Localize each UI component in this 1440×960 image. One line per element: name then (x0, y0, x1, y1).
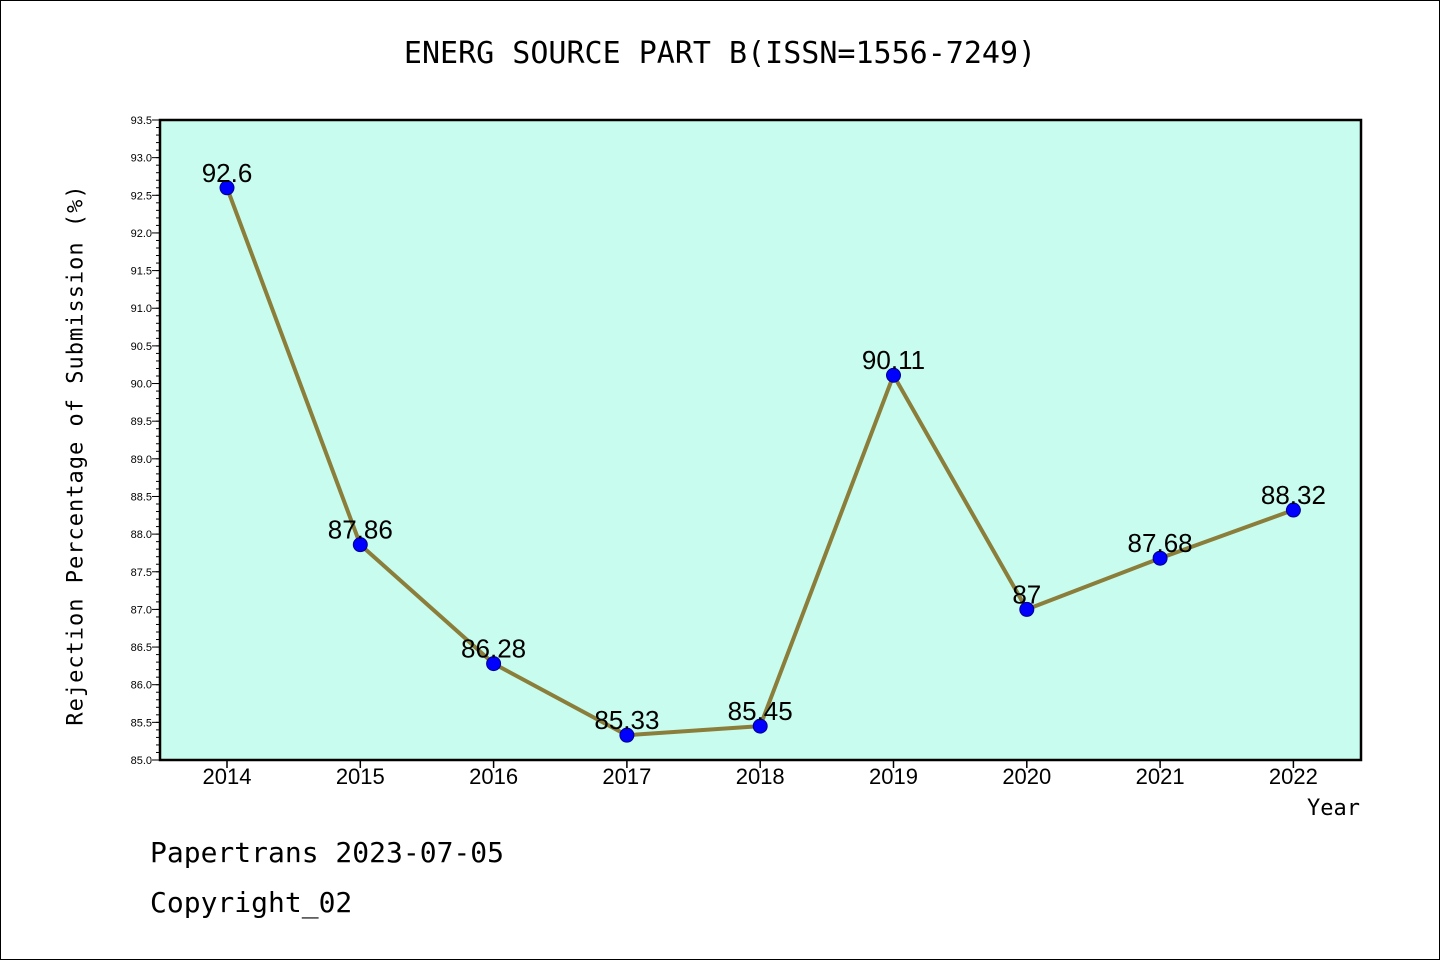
data-label: 90.11 (862, 345, 925, 375)
x-tick-label: 2018 (736, 764, 785, 789)
y-tick-label: 92.5 (131, 190, 152, 202)
data-label: 86.28 (461, 634, 526, 664)
y-tick-label: 91.5 (131, 266, 152, 278)
y-tick-label: 85.5 (131, 717, 152, 729)
x-tick-label: 2016 (469, 764, 518, 789)
y-tick-label: 86.0 (131, 680, 152, 692)
y-tick-label: 86.5 (131, 642, 152, 654)
y-tick-label: 93.5 (131, 115, 152, 127)
plot-area (160, 120, 1361, 760)
y-tick-label: 89.5 (131, 416, 152, 428)
data-label: 87.86 (328, 515, 393, 545)
y-tick-label: 91.0 (131, 303, 152, 315)
x-tick-label: 2021 (1136, 764, 1185, 789)
y-tick-label: 88.0 (131, 529, 152, 541)
x-tick-label: 2020 (1002, 764, 1051, 789)
x-tick-label: 2015 (336, 764, 385, 789)
y-tick-label: 92.0 (131, 228, 152, 240)
y-tick-label: 88.5 (131, 491, 152, 503)
data-label: 92.6 (202, 158, 253, 188)
y-tick-label: 90.5 (131, 341, 152, 353)
data-label: 88.32 (1261, 480, 1326, 510)
y-tick-label: 85.0 (131, 755, 152, 767)
y-tick-label: 93.0 (131, 153, 152, 165)
y-tick-label: 87.5 (131, 567, 152, 579)
data-label: 85.33 (594, 705, 659, 735)
data-point (752, 718, 768, 734)
data-label: 87 (1012, 579, 1041, 609)
data-point (619, 727, 635, 743)
y-tick-label: 90.0 (131, 379, 152, 391)
plot-border (158, 118, 1363, 762)
footer-date: Papertrans 2023-07-05 (150, 836, 505, 869)
data-label: 87.68 (1128, 528, 1193, 558)
y-tick-label: 87.0 (131, 604, 152, 616)
data-point (219, 180, 235, 196)
data-label: 85.45 (728, 696, 793, 726)
data-point (886, 367, 901, 383)
footer-copyright: Copyright_02 (150, 886, 353, 919)
x-tick-label: 2022 (1269, 764, 1318, 789)
data-point (1285, 502, 1301, 518)
data-point (1152, 550, 1168, 566)
chart-title: ENERG SOURCE PART B(ISSN=1556-7249) (403, 36, 1037, 71)
data-point (486, 656, 502, 672)
data-point (352, 537, 368, 553)
y-tick-label: 89.0 (131, 454, 152, 466)
x-tick-label: 2019 (869, 764, 918, 789)
x-tick-label: 2017 (602, 764, 651, 789)
data-point (1019, 601, 1035, 617)
x-axis-label: Year (1307, 796, 1360, 821)
x-tick-label: 2014 (203, 764, 252, 789)
